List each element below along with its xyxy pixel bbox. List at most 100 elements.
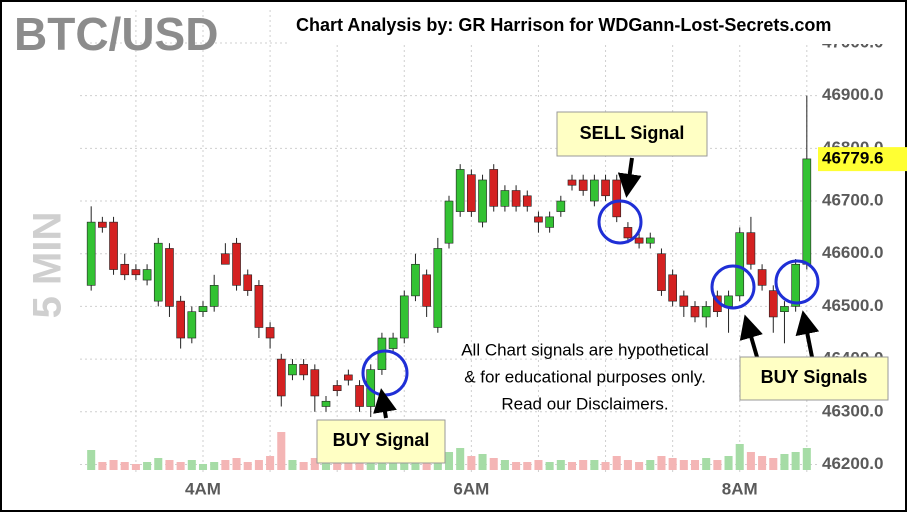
candle-body <box>422 274 431 307</box>
candle-body <box>332 385 342 392</box>
candle-body <box>433 248 443 328</box>
candle-body <box>288 364 297 376</box>
volume-bar <box>601 462 610 470</box>
candle-body <box>511 190 521 207</box>
candle-body <box>467 174 476 212</box>
y-tick-label: 46500.0 <box>822 296 883 315</box>
volume-bar <box>232 458 241 470</box>
volume-bar <box>500 460 509 470</box>
volume-bar <box>221 460 230 470</box>
signal-circle <box>774 259 820 305</box>
last-price-box <box>818 147 907 172</box>
buy-label: BUY Signal <box>333 430 430 450</box>
volume-bar <box>467 456 476 470</box>
candle-body <box>567 179 577 186</box>
candle-body <box>254 285 264 328</box>
candle-body <box>232 242 241 286</box>
y-tick-label: 46700.0 <box>822 191 883 210</box>
candle-body <box>690 306 700 318</box>
candle-body <box>701 306 711 318</box>
volume-bar <box>679 460 688 470</box>
buy-box <box>316 419 446 464</box>
volume-bar <box>198 464 208 470</box>
candle-body <box>153 242 163 302</box>
candle-body <box>489 169 499 207</box>
arrow <box>373 388 397 419</box>
volume-bar <box>534 460 543 470</box>
volume-bar <box>456 448 465 470</box>
candle-body <box>522 195 532 207</box>
disclaimer: Read our Disclaimers. <box>501 394 668 413</box>
volume-bar <box>545 462 554 470</box>
volume-bar <box>176 462 185 470</box>
y-tick-label: 46600.0 <box>822 243 883 262</box>
candle-body <box>344 374 353 381</box>
volume-bar <box>154 458 163 470</box>
volume-bar <box>120 462 129 470</box>
volume-bar <box>143 462 152 470</box>
volume-bar <box>567 462 577 470</box>
volume-bar <box>758 456 767 470</box>
volume-bar <box>98 462 107 470</box>
volume-bar <box>735 444 744 470</box>
candle-body <box>545 216 554 228</box>
volume-bar <box>746 452 755 470</box>
volume-bar <box>635 462 644 470</box>
volume-bar <box>310 458 319 470</box>
volume-bar <box>556 460 565 470</box>
volume-bar <box>780 454 789 470</box>
candle-body <box>120 263 130 276</box>
candle-body <box>500 190 510 207</box>
candle-body <box>198 306 208 312</box>
arrow <box>617 157 642 198</box>
candle-body <box>478 179 487 223</box>
candle-body <box>768 290 778 318</box>
candle-body <box>399 295 409 339</box>
volume-bar <box>254 460 263 470</box>
volume-bar <box>579 460 588 470</box>
volume-bar <box>165 460 174 470</box>
volume-bar <box>791 452 800 470</box>
volume-bar <box>724 456 733 470</box>
volume-bar <box>702 458 711 470</box>
chart-title: BTC/USD <box>14 8 218 60</box>
volume-bar <box>277 432 286 470</box>
x-tick-label: 8AM <box>722 479 758 498</box>
volume-bar <box>288 460 297 470</box>
volume-bar <box>489 458 498 470</box>
volume-bar <box>333 462 342 470</box>
arrow <box>795 310 820 358</box>
sell-box <box>556 111 708 157</box>
last-price-label: 46779.6 <box>822 149 883 168</box>
volume-bar <box>769 458 778 470</box>
volume-bar <box>210 462 219 470</box>
signal-circle <box>597 199 643 245</box>
arrow <box>739 314 763 358</box>
candle-body <box>757 269 767 286</box>
candle-body <box>321 400 331 407</box>
header-bg <box>288 10 898 44</box>
volume-bar <box>523 462 532 470</box>
candle-body <box>791 263 800 307</box>
candle-body <box>601 179 610 197</box>
candle-body <box>98 221 107 228</box>
candle-body <box>109 221 118 270</box>
candle-body <box>299 364 308 376</box>
volume-bar <box>321 460 331 470</box>
candle-body <box>679 295 689 307</box>
volume-bar <box>657 456 666 470</box>
volume-bar <box>623 460 632 470</box>
candle-body <box>534 216 543 223</box>
candle-body <box>265 327 275 339</box>
interval-label: 5 MIN <box>26 212 70 319</box>
buys-box <box>739 356 889 401</box>
candle-body <box>388 337 398 349</box>
candle-body <box>377 337 387 370</box>
candle-body <box>802 158 812 265</box>
disclaimer: & for educational purposes only. <box>464 367 706 386</box>
volume-bar <box>690 460 700 470</box>
candle-body <box>142 269 152 281</box>
sell-label: SELL Signal <box>580 123 685 143</box>
